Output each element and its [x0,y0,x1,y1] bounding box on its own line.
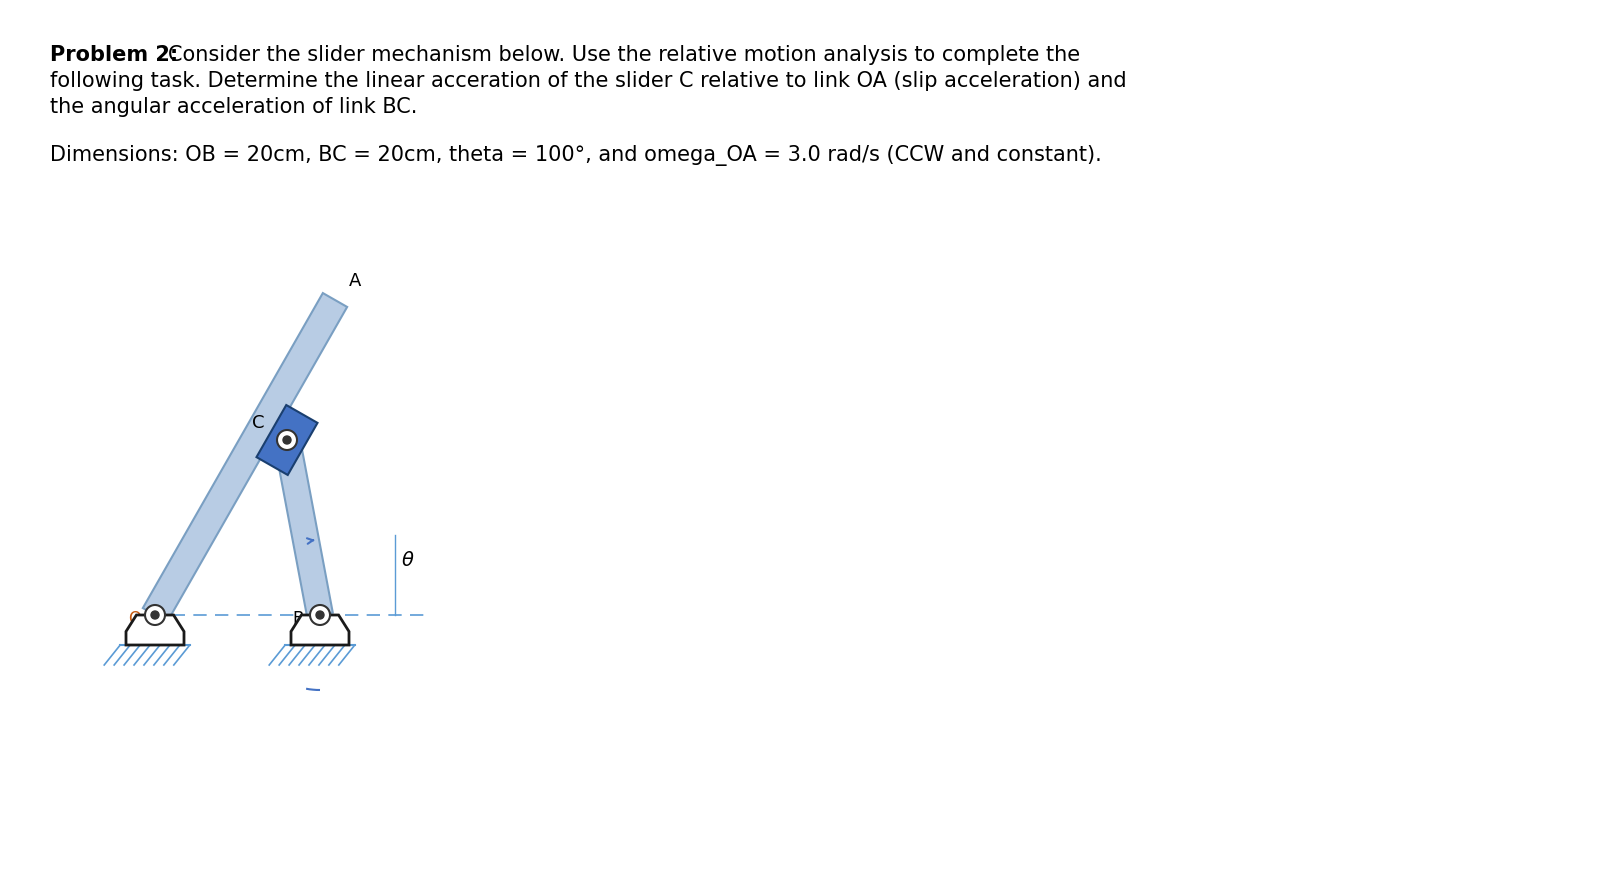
Polygon shape [125,615,185,645]
Text: A: A [348,272,361,290]
Polygon shape [274,438,332,617]
Polygon shape [143,293,347,622]
Circle shape [310,605,329,625]
Text: θ: θ [401,550,414,569]
Circle shape [282,436,291,444]
Text: Problem 2:: Problem 2: [50,45,178,65]
Text: C: C [252,414,265,432]
Circle shape [144,605,165,625]
Text: Consider the slider mechanism below. Use the relative motion analysis to complet: Consider the slider mechanism below. Use… [169,45,1080,65]
Circle shape [151,611,159,619]
Polygon shape [257,405,318,475]
Text: Dimensions: OB = 20cm, BC = 20cm, theta = 100°, and omega_OA = 3.0 rad/s (CCW an: Dimensions: OB = 20cm, BC = 20cm, theta … [50,145,1101,166]
Text: following task. Determine the linear acceration of the slider C relative to link: following task. Determine the linear acc… [50,71,1127,91]
Text: B: B [292,610,303,628]
Text: O: O [128,610,141,628]
Text: the angular acceleration of link BC.: the angular acceleration of link BC. [50,97,417,117]
Circle shape [276,430,297,450]
Polygon shape [291,615,348,645]
Circle shape [316,611,324,619]
